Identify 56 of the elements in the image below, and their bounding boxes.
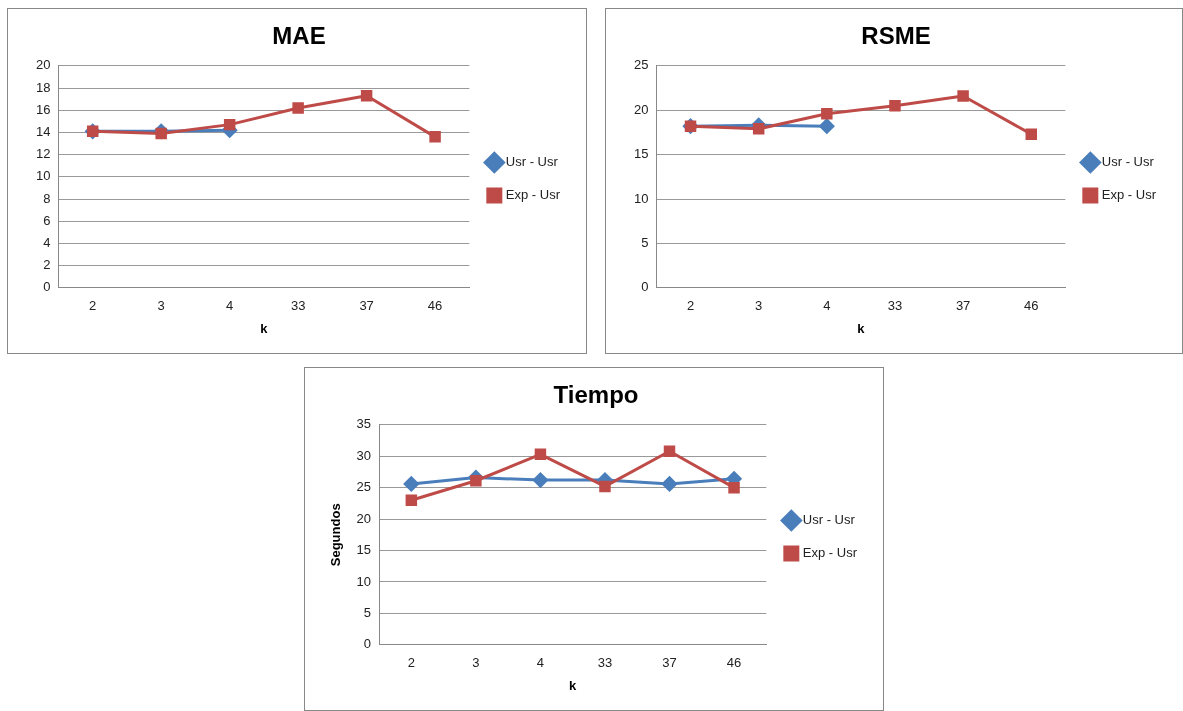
legend-label: Exp - Usr (1101, 187, 1157, 203)
y-tick-label: 25 (633, 57, 649, 73)
x-tick-label: 2 (686, 298, 695, 314)
y-tick-label: 6 (43, 212, 51, 228)
x-tick-label: 33 (887, 298, 903, 314)
x-tick-label: 33 (290, 298, 306, 314)
x-tick-label: 4 (226, 298, 234, 314)
y-tick-label: 14 (35, 123, 51, 139)
x-tick-label: 37 (955, 298, 971, 314)
x-tick-label: 46 (726, 655, 742, 671)
legend-label: Usr - Usr (802, 512, 856, 528)
y-tick-label: 20 (633, 101, 649, 117)
y-tick-label: 4 (43, 234, 51, 250)
x-tick-label: 4 (536, 655, 545, 671)
y-tick-label: 5 (363, 604, 372, 620)
x-tick-label: 3 (755, 298, 763, 314)
y-axis-title: Segundos (328, 503, 344, 567)
y-tick-label: 30 (356, 447, 372, 463)
x-axis-title: k (857, 320, 866, 336)
y-tick-label: 20 (356, 510, 372, 526)
x-tick-label: 4 (823, 298, 831, 314)
y-tick-label: 18 (35, 79, 51, 95)
chart-title: Tiempo (553, 381, 639, 409)
y-tick-label: 0 (363, 636, 372, 652)
legend-label: Usr - Usr (505, 154, 559, 170)
y-tick-label: 10 (35, 168, 51, 184)
y-tick-label: 20 (35, 57, 51, 73)
y-tick-label: 8 (43, 190, 51, 206)
y-tick-label: 25 (356, 479, 372, 495)
x-tick-label: 37 (359, 298, 374, 314)
x-axis-title: k (260, 320, 269, 336)
y-tick-label: 12 (35, 146, 51, 162)
y-tick-label: 10 (356, 573, 372, 589)
x-tick-label: 37 (662, 655, 677, 671)
y-tick-label: 5 (641, 234, 649, 250)
x-tick-label: 3 (472, 655, 480, 671)
y-tick-label: 2 (43, 257, 51, 273)
y-tick-label: 15 (633, 146, 649, 162)
legend-label: Usr - Usr (1101, 154, 1155, 170)
x-tick-label: 46 (427, 298, 443, 314)
x-tick-label: 3 (157, 298, 165, 314)
x-tick-label: 2 (407, 655, 415, 671)
y-tick-label: 16 (35, 101, 51, 117)
y-tick-label: 0 (43, 279, 51, 295)
chart-title: MAE (272, 22, 326, 50)
y-tick-label: 35 (356, 416, 372, 432)
legend-label: Exp - Usr (802, 545, 858, 561)
y-tick-label: 10 (633, 190, 649, 206)
x-tick-label: 46 (1024, 298, 1039, 314)
x-axis-title: k (569, 677, 578, 693)
y-tick-label: 0 (641, 279, 649, 295)
chart-title: RSME (861, 22, 931, 50)
x-tick-label: 33 (597, 655, 613, 671)
y-tick-label: 15 (356, 542, 372, 558)
x-tick-label: 2 (89, 298, 97, 314)
legend-label: Exp - Usr (505, 187, 561, 203)
